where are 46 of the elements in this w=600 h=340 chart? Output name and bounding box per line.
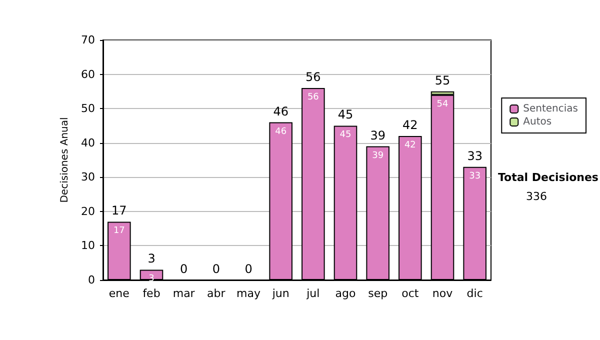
- x-tick-label: ene: [108, 287, 130, 300]
- total-label: 0: [212, 262, 220, 276]
- legend-label: Sentencias: [523, 104, 578, 114]
- total-label: 3: [148, 252, 156, 266]
- x-tick-label: abr: [207, 287, 226, 300]
- total-label: 46: [273, 104, 288, 118]
- data-label: 3: [148, 274, 154, 284]
- x-tick-label: jun: [271, 287, 290, 300]
- y-tick-label: 60: [81, 68, 95, 81]
- data-label: 46: [275, 126, 287, 137]
- y-tick-label: 30: [81, 170, 95, 184]
- x-tick-label: feb: [142, 287, 160, 300]
- x-tick-label: ago: [335, 287, 356, 300]
- data-label: 45: [340, 130, 352, 140]
- data-label: 39: [372, 150, 384, 161]
- y-tick-label: 40: [81, 136, 95, 150]
- y-tick-label: 50: [81, 102, 95, 116]
- x-tick-label: mar: [172, 287, 196, 300]
- text: Total Decisiones: [498, 171, 599, 184]
- data-label: 33: [469, 171, 481, 182]
- data-label: 56: [307, 92, 320, 102]
- total-label: 56: [306, 70, 321, 84]
- data-label: 17: [113, 226, 125, 236]
- total-label: 17: [112, 204, 127, 218]
- total-label: 33: [467, 148, 482, 163]
- total-label: 45: [338, 108, 354, 122]
- data-label: 42: [404, 140, 416, 150]
- total-label: 42: [402, 118, 418, 132]
- y-tick-label: 0: [88, 274, 95, 286]
- text: 336: [526, 190, 547, 203]
- data-label: 54: [436, 99, 448, 110]
- x-tick-label: may: [236, 287, 261, 300]
- x-tick-label: oct: [402, 287, 420, 300]
- y-tick-label: 20: [81, 204, 95, 218]
- x-tick-label: nov: [432, 287, 454, 300]
- y-axis-title: Decisiones Anual: [60, 117, 71, 203]
- x-tick-label: dic: [466, 287, 483, 300]
- total-label: 39: [370, 128, 386, 142]
- x-tick-label: jul: [306, 287, 320, 300]
- legend-label: Autos: [523, 116, 552, 128]
- y-tick-label: 70: [81, 34, 95, 46]
- total-label: 0: [244, 262, 252, 276]
- x-tick-label: sep: [368, 287, 388, 300]
- total-label: 55: [434, 73, 450, 88]
- total-label: 0: [180, 262, 188, 276]
- y-tick-label: 10: [81, 239, 95, 252]
